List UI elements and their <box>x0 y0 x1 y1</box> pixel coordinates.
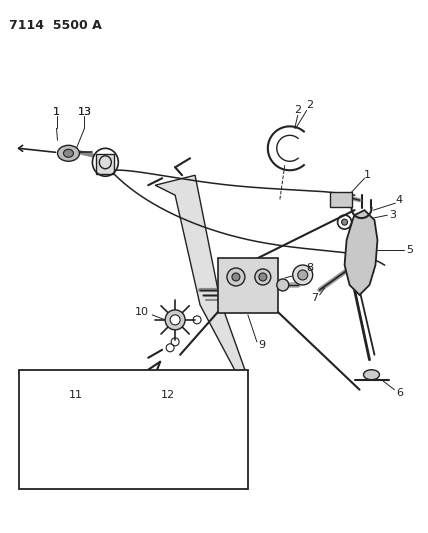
Ellipse shape <box>71 413 89 426</box>
Text: 2: 2 <box>294 106 301 116</box>
Circle shape <box>255 269 271 285</box>
Circle shape <box>74 414 86 425</box>
Ellipse shape <box>57 146 80 161</box>
Text: 9: 9 <box>258 340 265 350</box>
Text: 1: 1 <box>53 108 60 117</box>
Text: 8: 8 <box>306 263 313 273</box>
Circle shape <box>298 270 308 280</box>
Text: 2: 2 <box>306 100 313 110</box>
Text: 3: 3 <box>389 210 396 220</box>
Text: 6: 6 <box>396 387 403 398</box>
Circle shape <box>232 273 240 281</box>
Bar <box>96 154 114 174</box>
Text: 5: 5 <box>406 245 413 255</box>
Text: 4: 4 <box>396 195 403 205</box>
Bar <box>330 192 351 207</box>
Text: W/ISOLATOR: W/ISOLATOR <box>101 472 166 482</box>
Text: 11: 11 <box>68 390 83 400</box>
Text: 7: 7 <box>311 293 318 303</box>
Text: 13: 13 <box>77 108 92 117</box>
Circle shape <box>277 279 289 291</box>
Circle shape <box>170 315 180 325</box>
Circle shape <box>165 310 185 330</box>
Circle shape <box>342 219 348 225</box>
Text: 1: 1 <box>364 170 371 180</box>
Ellipse shape <box>363 370 380 379</box>
Circle shape <box>164 414 176 425</box>
Text: 7114  5500 A: 7114 5500 A <box>9 19 101 31</box>
Ellipse shape <box>155 410 185 429</box>
Circle shape <box>259 273 267 281</box>
Text: 12: 12 <box>161 390 175 400</box>
Text: 1: 1 <box>53 108 60 117</box>
Polygon shape <box>155 175 245 379</box>
Circle shape <box>227 268 245 286</box>
Ellipse shape <box>159 414 181 425</box>
Text: 13: 13 <box>77 108 92 117</box>
Ellipse shape <box>63 149 74 157</box>
Circle shape <box>293 265 313 285</box>
Text: 10: 10 <box>135 307 149 317</box>
Bar <box>218 258 278 313</box>
Polygon shape <box>345 210 377 295</box>
Bar <box>19 370 248 489</box>
